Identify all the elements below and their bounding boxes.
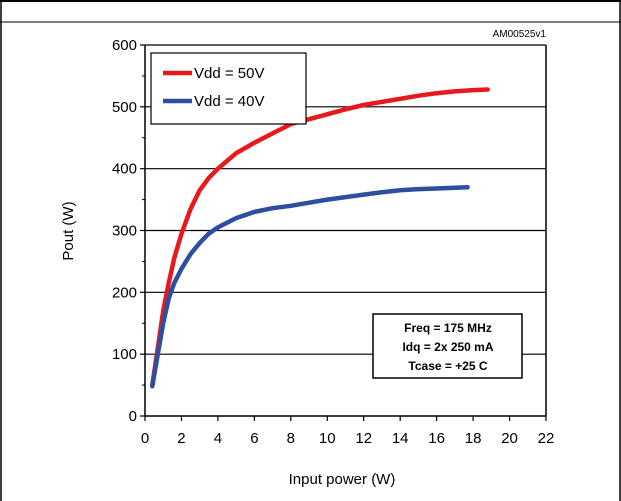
- legend-label-vdd-40v: Vdd = 40V: [194, 93, 264, 110]
- legend: Vdd = 50V Vdd = 40V: [150, 52, 307, 125]
- y-tick-label: 400: [112, 161, 137, 178]
- annotation-idq: Idq = 2x 250 mA: [402, 340, 493, 354]
- x-tick-label: 22: [538, 430, 555, 447]
- x-axis-label: Input power (W): [289, 471, 396, 488]
- annotation-box: [372, 313, 523, 379]
- x-tick-label: 20: [501, 430, 518, 447]
- x-tick-label: 16: [428, 430, 445, 447]
- annotation-tcase: Tcase = +25 C: [408, 359, 488, 373]
- x-tick-label: 6: [250, 430, 258, 447]
- x-tick-label: 8: [287, 430, 295, 447]
- x-tick-label: 18: [465, 430, 482, 447]
- x-tick-label: 14: [392, 430, 409, 447]
- legend-box: [150, 52, 307, 125]
- conditions-annotation: Freq = 175 MHz Idq = 2x 250 mA Tcase = +…: [372, 313, 523, 379]
- x-tick-label: 4: [214, 430, 222, 447]
- y-tick-label: 600: [112, 37, 137, 54]
- y-tick-label: 300: [112, 223, 137, 240]
- legend-label-vdd-50v: Vdd = 50V: [194, 65, 264, 82]
- x-tick-label: 2: [177, 430, 185, 447]
- series-line-vdd-40v: [150, 184, 470, 389]
- y-tick-label: 200: [112, 284, 137, 301]
- y-tick-label: 500: [112, 99, 137, 116]
- y-tick-label: 100: [112, 346, 137, 363]
- x-tick-label: 10: [319, 430, 336, 447]
- series-line-vdd-50v: [150, 87, 490, 388]
- x-tick-label: 0: [141, 430, 149, 447]
- x-tick-label: 12: [355, 430, 372, 447]
- y-tick-label: 0: [129, 408, 137, 425]
- figure-id-label: AM00525v1: [493, 29, 547, 40]
- annotation-frequency: Freq = 175 MHz: [404, 321, 492, 335]
- y-axis-label: Pout (W): [60, 201, 77, 260]
